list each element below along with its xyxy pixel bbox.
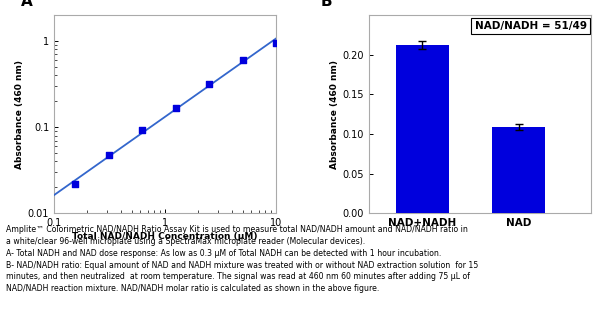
Point (71, 181, 80, 186)
Point (104, 153, 114, 158)
Point (205, 81, 214, 86)
Text: Amplite™ Colorimetric NAD/NADH Ratio Assay Kit is used to measure total NAD/NADH: Amplite™ Colorimetric NAD/NADH Ratio Ass… (6, 225, 478, 293)
X-axis label: Total NAD/NADH Concentration (μM): Total NAD/NADH Concentration (μM) (72, 233, 258, 241)
Text: A: A (21, 0, 32, 9)
Text: NAD/NADH = 51/49: NAD/NADH = 51/49 (475, 21, 587, 31)
Point (271, 40, 281, 46)
Point (238, 57, 247, 63)
Point (171, 106, 181, 111)
Y-axis label: Absorbance (460 nm): Absorbance (460 nm) (14, 60, 23, 169)
Point (137, 128, 147, 133)
Y-axis label: Absorbance (460 nm): Absorbance (460 nm) (329, 60, 338, 169)
Bar (395, 45, 449, 213)
Text: B: B (320, 0, 332, 9)
Bar (492, 127, 545, 213)
